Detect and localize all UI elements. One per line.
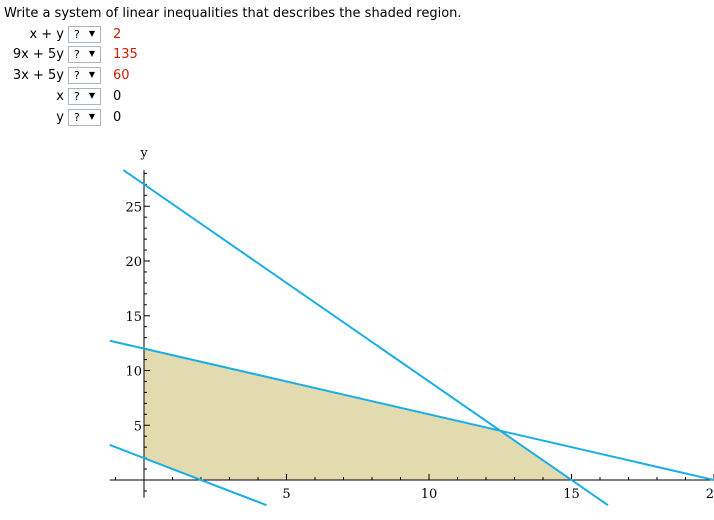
relation-dropdown-3[interactable]: ? ▼ <box>68 67 101 84</box>
inequality-rhs: 0 <box>113 110 122 125</box>
y-tick-label: 5 <box>134 419 142 434</box>
relation-dropdown-5[interactable]: ? ▼ <box>68 109 101 126</box>
y-tick-label: 10 <box>125 365 142 380</box>
y-axis-label: y <box>139 146 148 161</box>
inequality-rhs: 135 <box>113 47 138 62</box>
dropdown-value: ? <box>74 28 80 41</box>
chevron-down-icon: ▼ <box>88 112 95 121</box>
boundary-line-3 <box>109 339 714 482</box>
inequality-row-3: 3x + 5y ? ▼ 60 <box>0 67 140 85</box>
inequality-lhs: x <box>56 89 64 104</box>
inequality-rhs: 2 <box>113 27 122 42</box>
chevron-down-icon: ▼ <box>88 49 95 58</box>
dropdown-value: ? <box>74 69 80 82</box>
dropdown-value: ? <box>74 48 80 61</box>
relation-dropdown-2[interactable]: ? ▼ <box>68 46 101 63</box>
y-tick-label: 15 <box>125 310 142 325</box>
chevron-down-icon: ▼ <box>88 70 95 79</box>
boundary-line-1 <box>109 444 267 507</box>
x-tick-label: 10 <box>421 487 438 502</box>
inequality-row-4: x ? ▼ 0 <box>0 88 140 106</box>
inequality-lhs: 3x + 5y <box>12 68 64 83</box>
relation-dropdown-1[interactable]: ? ▼ <box>68 26 101 43</box>
inequality-lhs: 9x + 5y <box>12 47 64 62</box>
inequality-lhs: y <box>56 110 64 125</box>
inequality-rhs: 0 <box>113 89 122 104</box>
y-tick-label: 25 <box>125 200 142 215</box>
chevron-down-icon: ▼ <box>88 91 95 100</box>
inequality-row-5: y ? ▼ 0 <box>0 109 140 127</box>
y-tick-label: 20 <box>125 255 142 270</box>
relation-dropdown-4[interactable]: ? ▼ <box>68 88 101 105</box>
x-tick-label: 15 <box>563 487 580 502</box>
inequality-row-1: x + y ? ▼ 2 <box>0 26 140 44</box>
dropdown-value: ? <box>74 111 80 124</box>
x-tick-label: 5 <box>282 487 290 502</box>
inequality-rhs: 60 <box>113 68 130 83</box>
inequality-lhs: x + y <box>29 27 64 42</box>
shaded-region <box>144 348 572 480</box>
boundary-line-2 <box>122 169 609 507</box>
inequality-row-2: 9x + 5y ? ▼ 135 <box>0 46 140 64</box>
x-tick-label: 20 <box>706 487 714 502</box>
chevron-down-icon: ▼ <box>88 29 95 38</box>
question-text: Write a system of linear inequalities th… <box>4 6 462 21</box>
dropdown-value: ? <box>74 90 80 103</box>
